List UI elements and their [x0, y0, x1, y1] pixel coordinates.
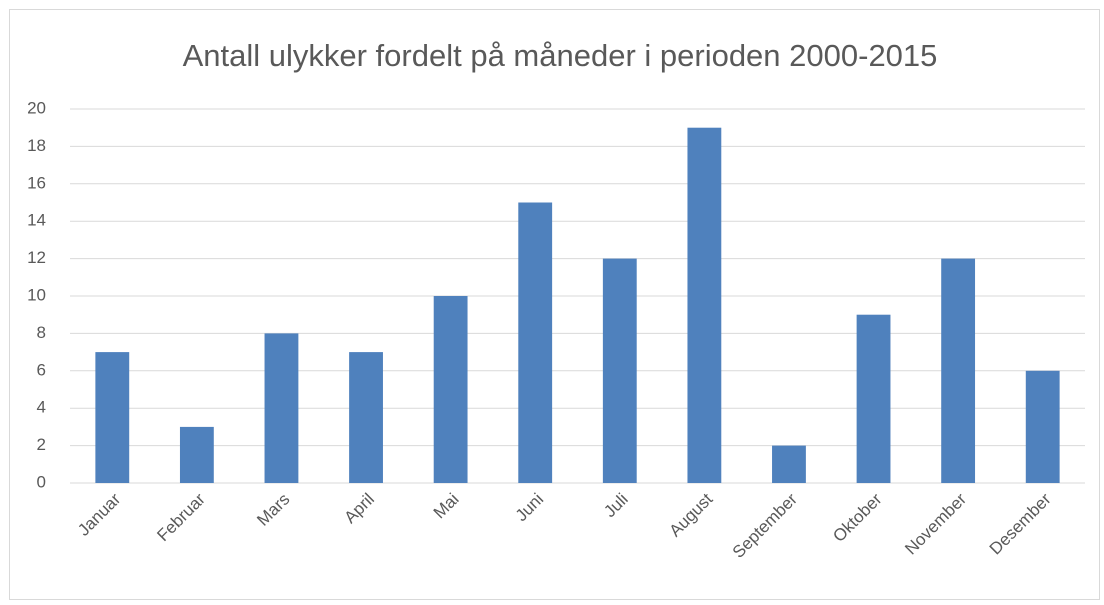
y-tick-label: 4: [37, 398, 46, 417]
y-tick-label: 20: [27, 98, 46, 117]
bar: [772, 445, 806, 483]
bar: [941, 258, 976, 483]
y-tick-label: 6: [37, 360, 46, 379]
bar: [856, 314, 891, 483]
y-tick-label: 8: [37, 323, 46, 342]
y-tick-label: 16: [27, 173, 46, 192]
bar: [687, 127, 722, 483]
bar: [95, 352, 130, 483]
bar: [1025, 370, 1060, 483]
y-tick-label: 10: [27, 285, 46, 304]
bar: [264, 333, 299, 483]
bar: [433, 296, 468, 483]
y-tick-label: 12: [27, 248, 46, 267]
chart-frame: [9, 9, 1100, 600]
bar: [602, 258, 637, 483]
chart-title: Antall ulykker fordelt på måneder i peri…: [183, 38, 938, 73]
y-tick-label: 0: [37, 472, 46, 491]
y-tick-label: 18: [27, 136, 46, 155]
y-tick-label: 14: [27, 211, 46, 230]
bar: [179, 426, 214, 483]
y-tick-label: 2: [37, 435, 46, 454]
bar: [349, 352, 383, 483]
bar: [518, 202, 553, 483]
